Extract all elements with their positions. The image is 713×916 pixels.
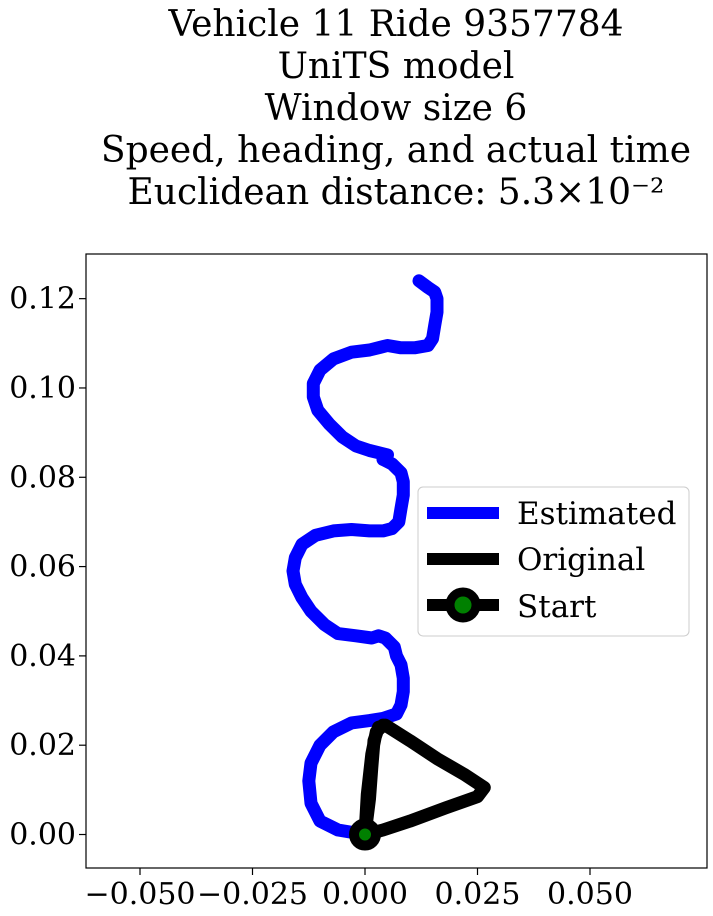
legend-swatch-start-marker bbox=[445, 587, 481, 623]
chart-title: Vehicle 11 Ride 9357784 UniTS model Wind… bbox=[101, 4, 691, 213]
x-tick-label: 0.000 bbox=[322, 877, 408, 912]
legend: Estimated Original Start bbox=[417, 486, 690, 637]
start-marker bbox=[349, 818, 381, 851]
x-tick-label: 0.050 bbox=[547, 877, 633, 912]
y-tick-label: 0.08 bbox=[9, 460, 76, 495]
series-line-estimated bbox=[286, 274, 444, 841]
y-tick-label: 0.04 bbox=[9, 639, 76, 674]
x-tick-label: −0.050 bbox=[84, 877, 195, 912]
title-line-4: Speed, heading, and actual time bbox=[101, 130, 691, 171]
legend-label-estimated: Estimated bbox=[517, 496, 676, 532]
plot-frame bbox=[85, 253, 708, 869]
title-line-1: Vehicle 11 Ride 9357784 bbox=[167, 4, 623, 45]
y-tick-label: 0.00 bbox=[9, 818, 76, 853]
legend-label-start: Start bbox=[517, 589, 597, 625]
y-tick-label: 0.12 bbox=[9, 282, 76, 317]
y-tick-label: 0.06 bbox=[9, 550, 76, 585]
legend-box bbox=[417, 486, 690, 637]
series-line-original bbox=[358, 718, 491, 841]
title-line-2: UniTS model bbox=[278, 46, 515, 87]
title-line-5: Euclidean distance: 5.3×10⁻² bbox=[128, 172, 665, 213]
y-tick-label: 0.10 bbox=[9, 371, 76, 406]
legend-label-original: Original bbox=[517, 542, 645, 578]
x-tick-label: 0.025 bbox=[435, 877, 521, 912]
x-tick-label: −0.025 bbox=[197, 877, 308, 912]
title-line-3: Window size 6 bbox=[265, 88, 528, 129]
y-axis-ticks: 0.00 0.02 0.04 0.06 0.08 0.10 0.12 bbox=[9, 282, 86, 853]
x-axis-ticks: −0.050 −0.025 0.000 0.025 0.050 bbox=[84, 868, 633, 912]
series-layer bbox=[286, 274, 491, 851]
y-tick-label: 0.02 bbox=[9, 728, 76, 763]
